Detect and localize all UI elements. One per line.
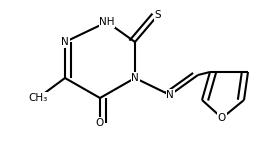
Text: N: N (61, 37, 69, 47)
Text: S: S (155, 10, 161, 20)
Text: NH: NH (99, 17, 115, 27)
Text: CH₃: CH₃ (28, 93, 48, 103)
Text: N: N (131, 73, 139, 83)
Text: N: N (166, 90, 174, 100)
Text: O: O (96, 118, 104, 128)
Text: O: O (218, 113, 226, 123)
